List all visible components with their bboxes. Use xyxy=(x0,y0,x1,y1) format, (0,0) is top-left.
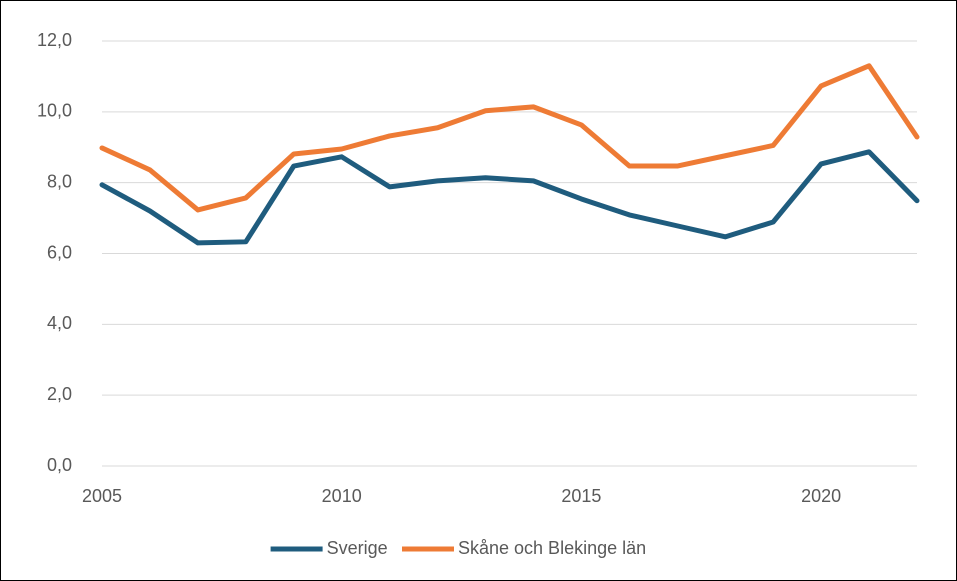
x-tick-label: 2015 xyxy=(561,486,601,506)
y-tick-label: 2,0 xyxy=(47,384,72,404)
line-series xyxy=(99,149,920,246)
x-tick-label: 2005 xyxy=(82,486,122,506)
x-tick-label: 2010 xyxy=(322,486,362,506)
line-series xyxy=(99,63,920,213)
y-tick-label: 8,0 xyxy=(47,171,72,191)
y-tick-label: 4,0 xyxy=(47,313,72,333)
y-tick-label: 10,0 xyxy=(37,101,72,121)
legend-label: Skåne och Blekinge län xyxy=(458,538,646,558)
legend-label: Sverige xyxy=(327,538,388,558)
y-tick-label: 12,0 xyxy=(37,30,72,50)
x-tick-label: 2020 xyxy=(801,486,841,506)
y-tick-label: 0,0 xyxy=(47,455,72,475)
y-tick-label: 6,0 xyxy=(47,242,72,262)
